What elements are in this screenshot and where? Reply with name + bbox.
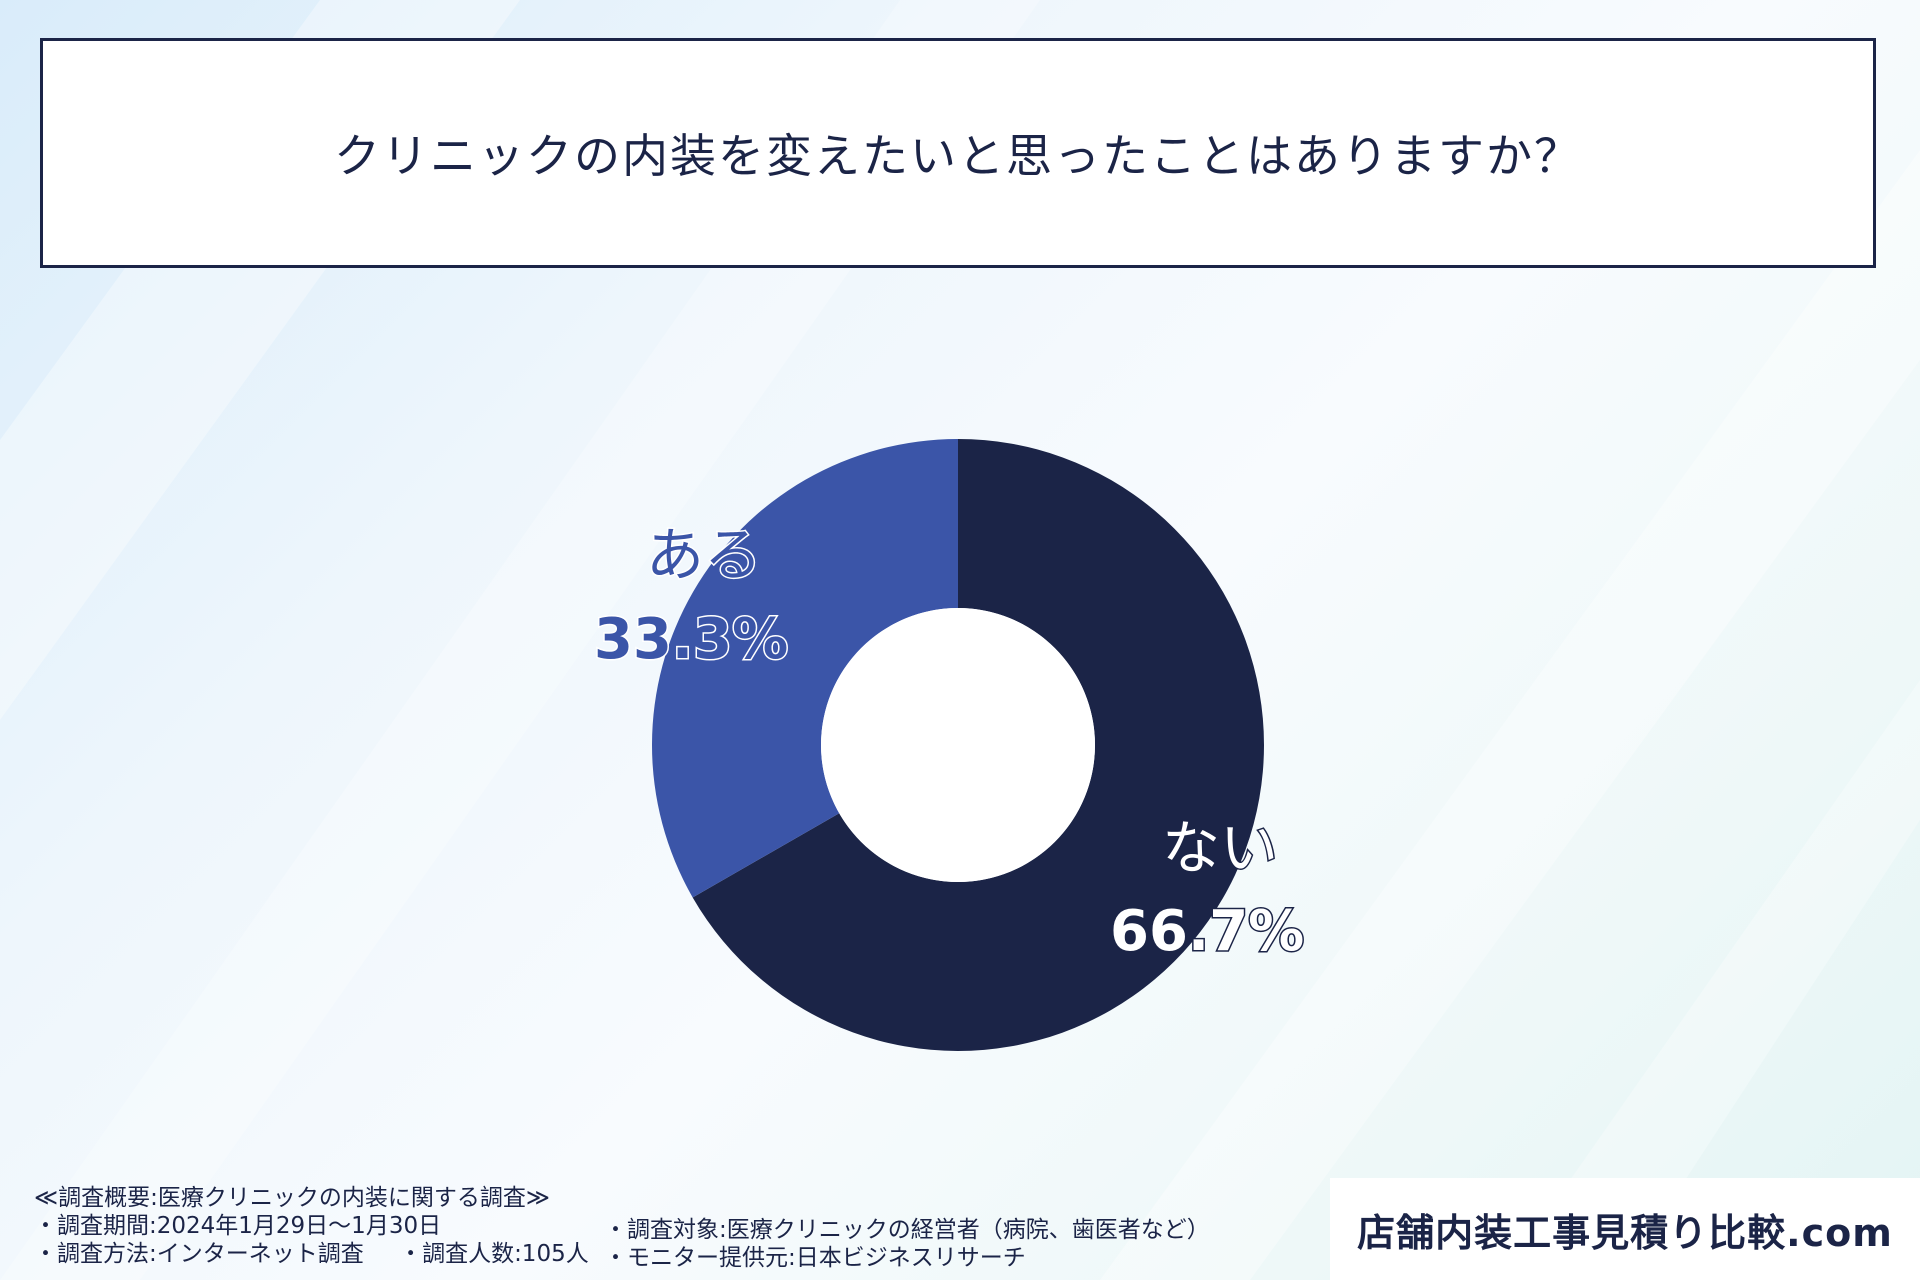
slice-percent-1: 33.3%: [594, 607, 788, 672]
title-box: クリニックの内装を変えたいと思ったことはありますか？: [40, 38, 1876, 268]
survey-count: ・調査人数:105人: [399, 1241, 589, 1267]
donut-slice-0: [692, 439, 1264, 1051]
slice-label-1: ある: [646, 521, 762, 589]
donut-hole: [821, 608, 1095, 882]
brand-panel: 店舗内装工事見積り比較.com: [1330, 1178, 1920, 1280]
survey-target: ・調査対象:医療クリニックの経営者（病院、歯医者など）: [604, 1217, 1210, 1243]
donut-slice-1: [652, 439, 958, 898]
brand-logo-text: 店舗内装工事見積り比較.com: [1357, 1210, 1893, 1255]
survey-method: ・調査方法:インターネット調査: [34, 1241, 364, 1267]
survey-details: ・調査対象:医療クリニックの経営者（病院、歯医者など） ・モニター提供元:日本ビ…: [604, 1216, 1210, 1272]
survey-summary: ≪調査概要:医療クリニックの内装に関する調査≫ ・調査期間:2024年1月29日…: [34, 1184, 589, 1268]
chart-title: クリニックの内装を変えたいと思ったことはありますか？: [334, 129, 1582, 183]
survey-period: ・調査期間:2024年1月29日〜1月30日: [34, 1213, 442, 1239]
slice-label-0: ない: [1162, 814, 1278, 882]
survey-provider: ・モニター提供元:日本ビジネスリサーチ: [604, 1245, 1026, 1271]
slice-percent-0: 66.7%: [1110, 899, 1304, 964]
survey-heading: ≪調査概要:医療クリニックの内装に関する調査≫: [34, 1185, 550, 1211]
